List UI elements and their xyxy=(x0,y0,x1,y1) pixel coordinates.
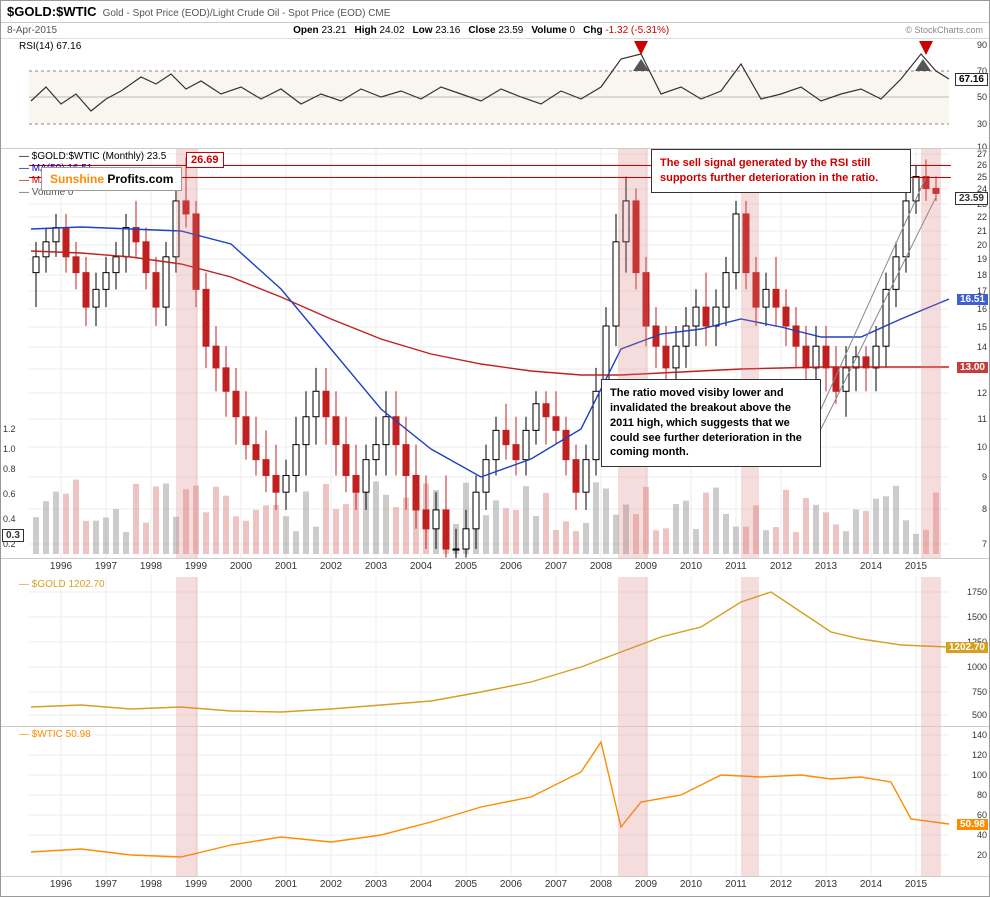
rsi-label: RSI(14) 67.16 xyxy=(19,41,81,52)
x-tick-year: 2015 xyxy=(905,879,927,890)
x-tick-year: 2011 xyxy=(725,879,747,890)
x-tick-year: 2010 xyxy=(680,879,702,890)
x-tick-year: 1999 xyxy=(185,561,207,572)
x-tick-year: 2003 xyxy=(365,879,387,890)
rsi-annotation-box: The sell signal generated by the RSI sti… xyxy=(651,149,911,193)
highlight-band xyxy=(741,149,759,558)
highlight-band xyxy=(921,577,941,726)
x-tick-year: 2008 xyxy=(590,879,612,890)
chart-source: © StockCharts.com xyxy=(905,25,983,36)
main-price-panel: Sunshine Profits.com The sell signal gen… xyxy=(1,149,989,559)
x-tick-year: 2007 xyxy=(545,561,567,572)
rsi-current-value: 67.16 xyxy=(955,73,988,86)
x-tick-year: 1997 xyxy=(95,879,117,890)
x-tick-year: 2014 xyxy=(860,879,882,890)
x-tick-year: 2012 xyxy=(770,879,792,890)
highlight-band xyxy=(618,727,648,876)
x-tick-year: 2002 xyxy=(320,879,342,890)
highlight-band xyxy=(921,727,941,876)
x-tick-year: 2014 xyxy=(860,561,882,572)
sunshine-orange: Sunshine xyxy=(50,172,104,186)
x-tick-year: 2015 xyxy=(905,561,927,572)
x-tick-year: 2003 xyxy=(365,561,387,572)
chart-container: $GOLD:$WTIC Gold - Spot Price (EOD)/Ligh… xyxy=(0,0,990,897)
highlight-band xyxy=(618,149,648,558)
x-tick-year: 2001 xyxy=(275,561,297,572)
x-tick-year: 1996 xyxy=(50,879,72,890)
rsi-panel: RSI(14) 67.16 9070503010 67.16 xyxy=(1,39,989,149)
ohlc-chg: -1.32 (-5.31%) xyxy=(605,25,669,36)
arrow-down-icon xyxy=(634,41,648,55)
x-tick-year: 2004 xyxy=(410,879,432,890)
highlight-band xyxy=(176,727,198,876)
ratio-annotation-box: The ratio moved visiby lower and invalid… xyxy=(601,379,821,467)
x-tick-year: 2007 xyxy=(545,879,567,890)
highlight-band xyxy=(176,149,198,558)
x-tick-year: 2001 xyxy=(275,879,297,890)
x-tick-year: 1997 xyxy=(95,561,117,572)
x-tick-year: 1998 xyxy=(140,561,162,572)
highlight-band xyxy=(921,149,941,558)
wtic-panel: — $WTIC 50.98 140120100806050.984020 xyxy=(1,727,989,877)
peak-1999-label: 26.69 xyxy=(186,152,224,168)
x-tick-year: 2005 xyxy=(455,561,477,572)
ohlc-values: Open 23.21 High 24.02 Low 23.16 Close 23… xyxy=(293,25,669,36)
ohlc-row: 8-Apr-2015 Open 23.21 High 24.02 Low 23.… xyxy=(1,23,989,39)
gold-svg xyxy=(1,577,989,726)
gold-panel: — $GOLD 1202.70 1750150012501202.7010007… xyxy=(1,577,989,727)
peak-triangle-icon xyxy=(633,59,649,71)
x-tick-year: 2008 xyxy=(590,561,612,572)
ohlc-close: 23.59 xyxy=(498,25,523,36)
sunshine-watermark: Sunshine Profits.com xyxy=(41,167,182,191)
wtic-svg xyxy=(1,727,989,876)
x-tick-year: 2010 xyxy=(680,561,702,572)
chart-date: 8-Apr-2015 xyxy=(7,25,57,36)
x-axis-main: 1996 1997 1998 1999 2000 2001 2002 2003 2004 2005… xyxy=(1,559,989,577)
x-tick-year: 1998 xyxy=(140,879,162,890)
x-tick-year: 2006 xyxy=(500,879,522,890)
highlight-band xyxy=(741,727,759,876)
x-tick-year: 2000 xyxy=(230,561,252,572)
highlight-band xyxy=(741,577,759,726)
sunshine-rest: Profits.com xyxy=(104,172,173,186)
gold-label: — $GOLD 1202.70 xyxy=(19,579,105,590)
x-tick-year: 2013 xyxy=(815,561,837,572)
x-tick-year: 2009 xyxy=(635,879,657,890)
arrow-down-icon xyxy=(919,41,933,55)
peak-triangle-icon xyxy=(915,59,931,71)
x-tick-year: 2005 xyxy=(455,879,477,890)
x-tick-year: 2000 xyxy=(230,879,252,890)
legend-item: — $GOLD:$WTIC (Monthly) 23.5 xyxy=(19,151,166,162)
ohlc-open: 23.21 xyxy=(321,25,346,36)
x-tick-year: 1999 xyxy=(185,879,207,890)
main-svg xyxy=(1,149,989,558)
x-tick-year: 2011 xyxy=(725,561,747,572)
ohlc-low: 23.16 xyxy=(435,25,460,36)
ticker-symbol: $GOLD:$WTIC xyxy=(7,4,97,19)
x-tick-year: 2002 xyxy=(320,561,342,572)
x-tick-year: 2004 xyxy=(410,561,432,572)
chart-header: $GOLD:$WTIC Gold - Spot Price (EOD)/Ligh… xyxy=(1,1,989,23)
rsi-svg xyxy=(1,39,989,148)
wtic-label: — $WTIC 50.98 xyxy=(19,729,91,740)
x-tick-year: 2006 xyxy=(500,561,522,572)
x-axis-bottom: 1996 1997 1998 1999 2000 2001 2002 2003 2004 2005… xyxy=(1,877,989,895)
x-tick-year: 2012 xyxy=(770,561,792,572)
highlight-band xyxy=(618,577,648,726)
ohlc-high: 24.02 xyxy=(379,25,404,36)
x-tick-year: 2009 xyxy=(635,561,657,572)
x-tick-year: 1996 xyxy=(50,561,72,572)
ohlc-volume: 0 xyxy=(570,25,576,36)
x-tick-year: 2013 xyxy=(815,879,837,890)
ticker-subtitle: Gold - Spot Price (EOD)/Light Crude Oil … xyxy=(103,8,391,19)
highlight-band xyxy=(176,577,198,726)
